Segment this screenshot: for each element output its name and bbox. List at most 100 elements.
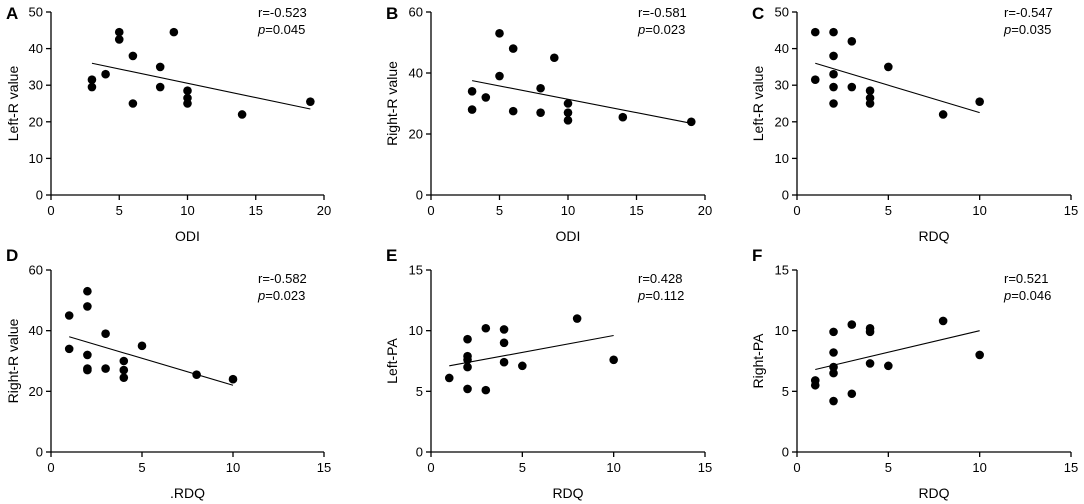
x-axis-label: RDQ — [918, 228, 949, 244]
data-point — [83, 286, 92, 296]
y-tick-label: 10 — [409, 323, 423, 338]
regression-line — [91, 62, 311, 110]
x-axis-label: ODI — [175, 228, 200, 244]
p-value-symbol: p — [1003, 22, 1011, 37]
data-point — [444, 373, 454, 383]
data-point — [536, 83, 545, 93]
data-point — [119, 356, 129, 366]
data-point — [829, 348, 838, 357]
data-point — [119, 365, 129, 375]
y-tick-label: 50 — [29, 5, 43, 20]
data-point — [609, 355, 618, 365]
data-point — [83, 365, 92, 375]
r-value: r=0.428 — [638, 271, 682, 286]
panel-letter: A — [6, 4, 18, 23]
data-point — [237, 110, 247, 119]
y-tick-label: 15 — [409, 263, 423, 278]
data-point — [495, 71, 504, 81]
y-axis-label: Right-R value — [384, 61, 400, 146]
p-value: p=0.023 — [637, 22, 685, 37]
data-point — [829, 362, 838, 372]
y-tick-label: 0 — [782, 445, 789, 460]
panel-a: A 0 10 20 30 40 50 0 5 10 15 20 ODI Left-R value r=-0.… — [5, 4, 331, 244]
x-tick-label: 10 — [972, 460, 986, 475]
y-tick-label: 30 — [29, 78, 43, 93]
data-point — [975, 350, 984, 360]
data-point — [938, 316, 948, 326]
p-value-number: =0.035 — [1011, 22, 1051, 37]
data-point — [155, 62, 165, 72]
data-point — [101, 329, 110, 339]
data-point — [563, 115, 573, 125]
data-point — [463, 355, 472, 365]
r-value: r=-0.547 — [1004, 5, 1053, 20]
panel-letter: F — [752, 246, 762, 265]
data-point — [975, 97, 984, 106]
x-tick-label: 0 — [47, 203, 54, 218]
data-point — [87, 75, 97, 85]
data-point — [495, 29, 504, 38]
y-tick-label: 0 — [416, 445, 423, 460]
data-point — [829, 69, 838, 79]
regression-line — [69, 336, 234, 386]
regression-line — [815, 330, 980, 371]
y-tick-label: 60 — [29, 263, 43, 278]
y-tick-label: 5 — [416, 384, 423, 399]
y-axis-label: Left-R value — [750, 66, 766, 142]
data-point — [169, 27, 179, 37]
y-tick-label: 0 — [36, 188, 43, 203]
panel-f: F 0 5 10 15 0 5 10 15 RDQ Right-PA r=0.521 p=0.046 — [750, 246, 1078, 501]
p-value-number: =0.023 — [265, 288, 305, 303]
x-tick-label: 15 — [629, 203, 643, 218]
data-point — [481, 93, 491, 102]
y-tick-label: 60 — [409, 5, 423, 20]
y-tick-label: 20 — [775, 114, 789, 129]
x-tick-label: 15 — [1064, 203, 1078, 218]
y-tick-label: 50 — [775, 5, 789, 20]
data-point — [83, 350, 92, 360]
p-value: p=0.023 — [257, 288, 305, 303]
data-point — [463, 384, 472, 394]
data-point — [938, 110, 948, 119]
x-tick-label: 0 — [793, 460, 800, 475]
p-value-symbol: p — [257, 288, 265, 303]
x-axis-label: RDQ — [552, 485, 583, 501]
panel-letter: D — [6, 246, 18, 265]
y-axis-label: Right-PA — [750, 333, 766, 389]
data-point — [865, 99, 875, 108]
data-point — [687, 117, 696, 127]
data-point — [572, 314, 582, 323]
x-tick-label: 5 — [885, 203, 892, 218]
regression-line — [471, 80, 692, 124]
p-value: p=0.112 — [637, 288, 684, 303]
y-tick-label: 10 — [775, 151, 789, 166]
x-tick-label: 10 — [972, 203, 986, 218]
x-tick-label: 5 — [116, 203, 123, 218]
data-point — [847, 389, 857, 399]
x-tick-label: 10 — [561, 203, 575, 218]
p-value-number: =0.045 — [265, 22, 305, 37]
data-point — [865, 327, 875, 337]
x-tick-label: 5 — [519, 460, 526, 475]
y-tick-label: 40 — [29, 323, 43, 338]
data-point — [87, 82, 97, 92]
data-point — [183, 99, 192, 108]
data-point — [865, 359, 875, 368]
x-tick-label: 5 — [885, 460, 892, 475]
data-point — [192, 370, 201, 379]
p-value-symbol: p — [637, 22, 645, 37]
data-point — [463, 362, 472, 372]
data-point — [481, 385, 491, 395]
data-point — [228, 374, 238, 384]
data-point — [829, 368, 838, 378]
y-tick-label: 0 — [36, 445, 43, 460]
data-point — [499, 325, 509, 334]
y-tick-label: 0 — [782, 188, 789, 203]
y-tick-label: 20 — [29, 384, 43, 399]
x-tick-label: 0 — [47, 460, 54, 475]
x-tick-label: 0 — [793, 203, 800, 218]
y-tick-label: 20 — [409, 127, 423, 142]
regression-line — [815, 62, 980, 114]
y-tick-label: 15 — [775, 263, 789, 278]
